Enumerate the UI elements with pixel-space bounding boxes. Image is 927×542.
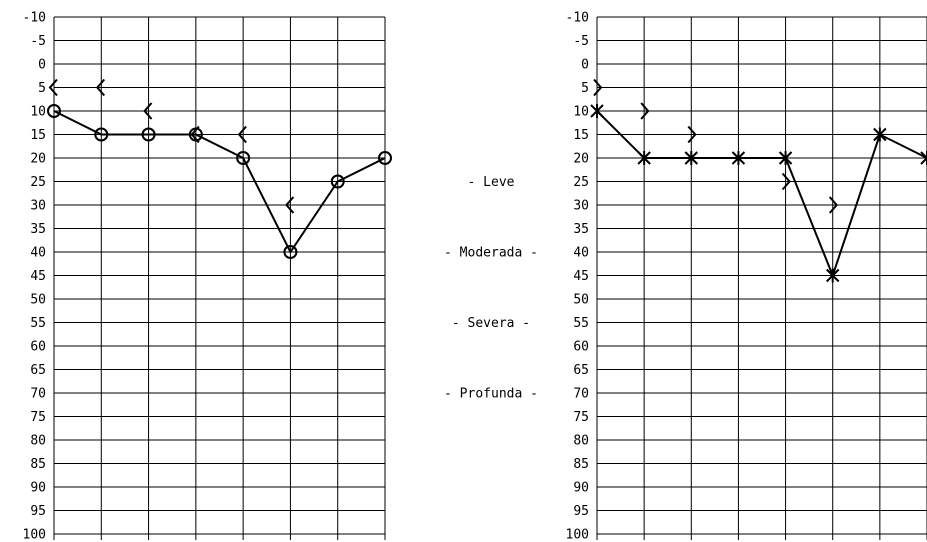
y-tick-label: 35 [573, 222, 589, 237]
scale-label: - Moderada - [444, 246, 538, 261]
chevron-right-marker [593, 78, 603, 97]
series-chevron-right [593, 78, 839, 214]
cross-marker [778, 151, 793, 165]
y-tick-label: -5 [30, 34, 46, 49]
y-tick-label: 90 [30, 481, 46, 496]
hearing-loss-scale: - Leve - Moderada - - Severa - - Profunda - [444, 175, 538, 402]
y-tick-label: 25 [573, 175, 589, 190]
y-tick-label: 50 [573, 293, 589, 308]
y-tick-label: -10 [566, 11, 589, 26]
y-tick-label: 100 [566, 528, 589, 542]
y-tick-label: 65 [30, 363, 46, 378]
y-tick-label: 95 [573, 504, 589, 519]
chevron-right-marker [828, 196, 839, 214]
left-audiogram: -10 -5 0 5 10 15 20 25 30 35 40 45 50 55 60 65 70 75 80 85 9… [23, 11, 392, 542]
chevron-right-marker [687, 125, 697, 144]
cross-marker [590, 104, 604, 118]
series-circle [47, 104, 392, 259]
y-tick-label: -5 [573, 34, 589, 49]
y-tick-label: 40 [573, 246, 589, 261]
y-tick-label: 0 [581, 58, 589, 73]
series-line [53, 110, 386, 254]
y-tick-label: 75 [30, 410, 46, 425]
y-tick-label: 55 [573, 316, 589, 331]
y-tick-label: 60 [573, 340, 589, 355]
y-tick-label: 65 [573, 363, 589, 378]
scale-label: - Leve [468, 175, 515, 190]
y-tick-label: 10 [30, 105, 46, 120]
circle-marker [236, 151, 251, 165]
series-chevron-left [48, 78, 295, 214]
cross-marker [826, 268, 840, 283]
y-tick-label: 75 [573, 410, 589, 425]
chevron-left-marker [48, 78, 58, 97]
y-tick-label: 15 [30, 128, 46, 143]
y-tick-label: 45 [573, 269, 589, 284]
y-tick-label: 80 [30, 434, 46, 449]
y-tick-label: -10 [23, 11, 46, 26]
y-tick-label: 90 [573, 481, 589, 496]
circle-marker [330, 174, 345, 189]
cross-marker [920, 151, 927, 165]
circle-marker [141, 127, 156, 142]
scale-label: - Profunda - [444, 387, 538, 402]
cross-marker [684, 151, 698, 165]
y-tick-label: 0 [38, 58, 46, 73]
series-line [596, 110, 927, 279]
y-tick-label: 45 [30, 269, 46, 284]
chevron-left-marker [285, 196, 295, 214]
y-tick-label: 95 [30, 504, 46, 519]
scale-label: - Severa - [452, 316, 530, 331]
series-cross [590, 104, 927, 283]
cross-marker [731, 151, 746, 165]
cross-marker [637, 151, 651, 165]
y-tick-label: 15 [573, 128, 589, 143]
y-tick-label: 60 [30, 340, 46, 355]
y-tick-label: 55 [30, 316, 46, 331]
chevron-left-marker [143, 102, 153, 120]
y-tick-label: 70 [30, 387, 46, 402]
y-tick-label: 10 [573, 105, 589, 120]
y-tick-label: 85 [573, 457, 589, 472]
chevron-right-marker [781, 172, 791, 191]
y-tick-label: 25 [30, 175, 46, 190]
circle-marker [94, 127, 109, 142]
chevron-left-marker [237, 125, 247, 144]
chevron-right-marker [640, 102, 650, 120]
y-tick-label: 20 [30, 152, 46, 167]
circle-marker [378, 151, 392, 165]
y-tick-label: 50 [30, 293, 46, 308]
y-tick-label: 40 [30, 246, 46, 261]
right-audiogram: -10 -5 0 5 10 15 20 25 30 35 40 45 50 55 60 65 70 75 80 85 9… [566, 11, 927, 542]
y-tick-label: 85 [30, 457, 46, 472]
y-tick-label: 20 [573, 152, 589, 167]
y-tick-label: 30 [30, 199, 46, 214]
chevron-left-marker [95, 78, 106, 97]
chevron-left-marker [190, 125, 200, 144]
y-tick-label: 5 [581, 81, 589, 96]
circle-marker [283, 245, 298, 259]
y-tick-label: 30 [573, 199, 589, 214]
y-tick-label: 100 [23, 528, 46, 542]
y-tick-label: 5 [38, 81, 46, 96]
circle-marker [47, 104, 61, 118]
y-tick-label: 80 [573, 434, 589, 449]
y-tick-label: 35 [30, 222, 46, 237]
cross-marker [873, 127, 887, 142]
y-tick-label: 70 [573, 387, 589, 402]
